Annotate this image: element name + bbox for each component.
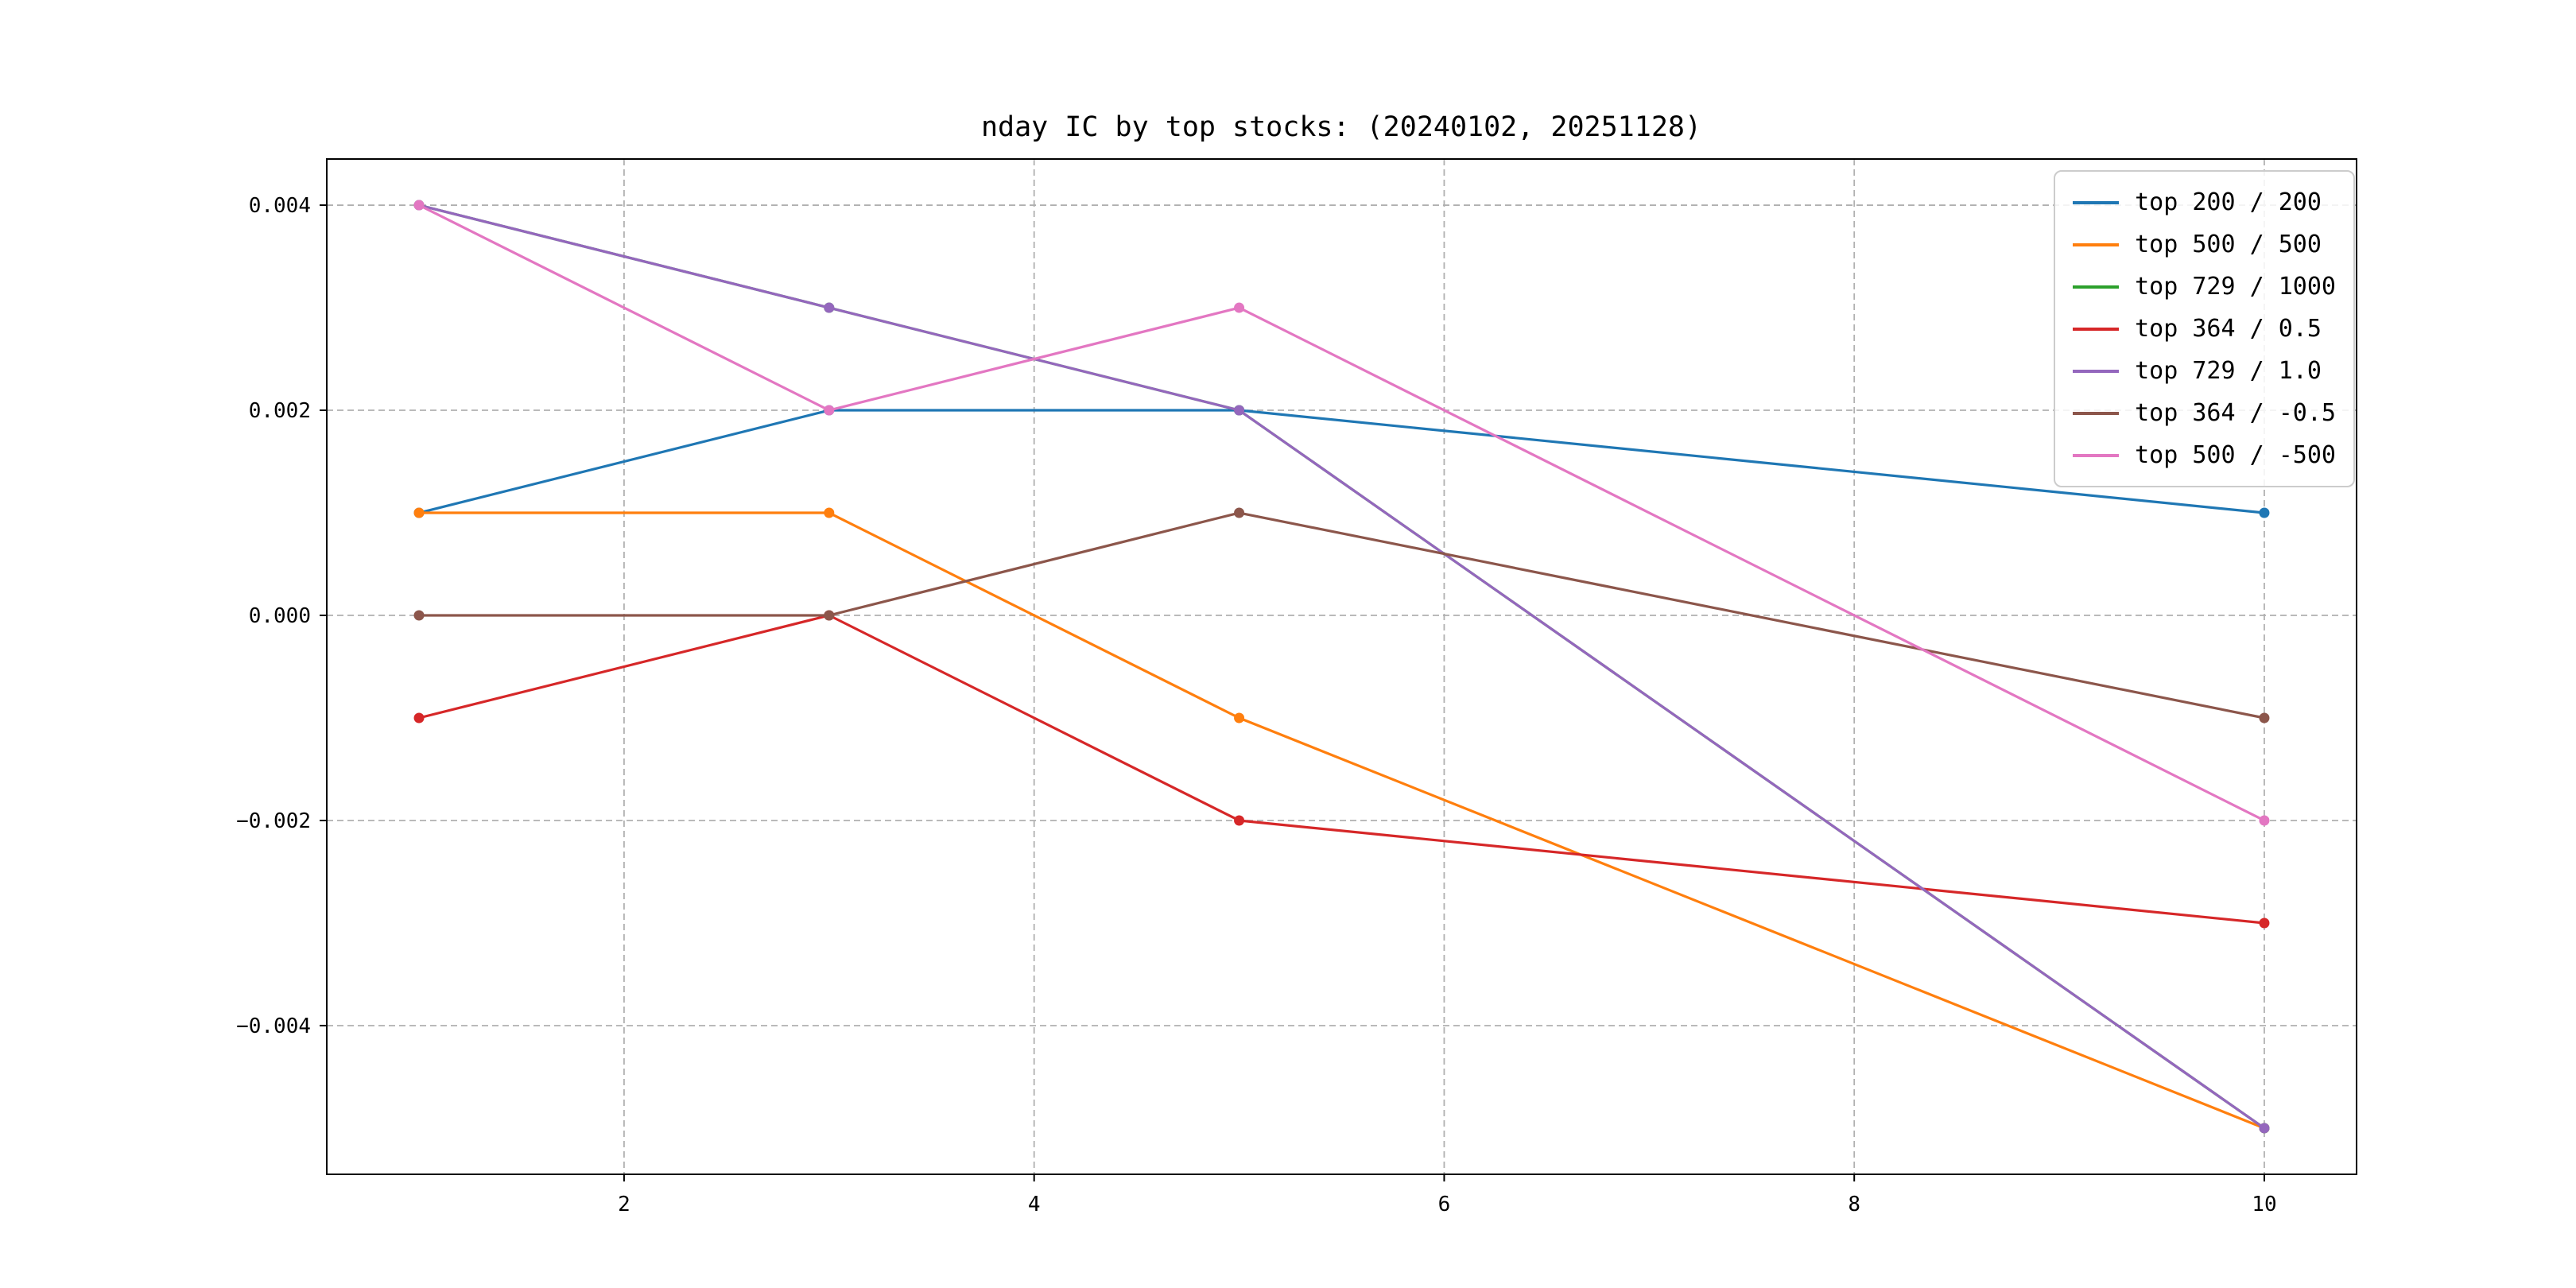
series-marker: [824, 507, 835, 518]
series-marker: [413, 507, 425, 518]
series-marker: [413, 610, 425, 621]
series-marker: [2259, 507, 2270, 518]
x-tick-label: 8: [1848, 1193, 1860, 1216]
series-marker: [2259, 1123, 2270, 1134]
series-marker: [1234, 815, 1245, 826]
series-marker: [2259, 815, 2270, 826]
series-marker: [1234, 302, 1245, 313]
series-marker: [2259, 712, 2270, 724]
legend-item: top 500 / 500: [2073, 223, 2336, 266]
series-marker: [1234, 712, 1245, 724]
legend-label: top 364 / -0.5: [2135, 399, 2336, 427]
series-marker: [1234, 507, 1245, 518]
x-tick-label: 6: [1438, 1193, 1451, 1216]
legend-item: top 364 / 0.5: [2073, 308, 2336, 350]
x-tick-label: 4: [1028, 1193, 1041, 1216]
x-tick-label: 10: [2252, 1193, 2276, 1216]
series-marker: [413, 712, 425, 724]
series-marker: [824, 405, 835, 416]
axes-spines: [326, 158, 2357, 1175]
legend-item: top 200 / 200: [2073, 181, 2336, 223]
legend-line-sample: [2073, 369, 2120, 373]
legend-line-sample: [2073, 411, 2120, 415]
series-marker: [824, 302, 835, 313]
legend-item: top 364 / -0.5: [2073, 392, 2336, 434]
series-marker: [1234, 405, 1245, 416]
legend-line-sample: [2073, 200, 2120, 204]
legend-label: top 500 / 500: [2135, 231, 2322, 258]
legend-label: top 729 / 1000: [2135, 273, 2336, 301]
series-line: [417, 614, 2266, 925]
legend-line-sample: [2073, 242, 2120, 246]
legend-item: top 729 / 1.0: [2073, 350, 2336, 392]
legend-label: top 500 / -500: [2135, 441, 2336, 469]
series-marker: [413, 200, 425, 211]
y-tick-label: 0.002: [249, 399, 311, 423]
series-marker: [824, 610, 835, 621]
legend-label: top 364 / 0.5: [2135, 315, 2322, 343]
chart-title: nday IC by top stocks: (20240102, 202511…: [980, 111, 1702, 143]
y-tick-label: 0.000: [249, 604, 311, 628]
y-tick-label: 0.004: [249, 194, 311, 218]
x-tick-label: 2: [618, 1193, 630, 1216]
y-tick-label: −0.004: [236, 1014, 311, 1038]
legend-item: top 500 / -500: [2073, 434, 2336, 476]
y-tick-label: −0.002: [236, 809, 311, 833]
series-line: [417, 204, 2266, 822]
legend-item: top 729 / 1000: [2073, 266, 2336, 308]
legend-line-sample: [2073, 327, 2120, 331]
legend-line-sample: [2073, 453, 2120, 457]
series-line: [417, 511, 2266, 1130]
series-marker: [2259, 918, 2270, 929]
series-line: [417, 409, 2266, 514]
series-line: [417, 511, 2266, 720]
legend: top 200 / 200 top 500 / 500 top 729 / 1000…: [2054, 170, 2355, 487]
legend-label: top 729 / 1.0: [2135, 357, 2322, 385]
legend-line-sample: [2073, 285, 2120, 289]
legend-label: top 200 / 200: [2135, 188, 2322, 216]
